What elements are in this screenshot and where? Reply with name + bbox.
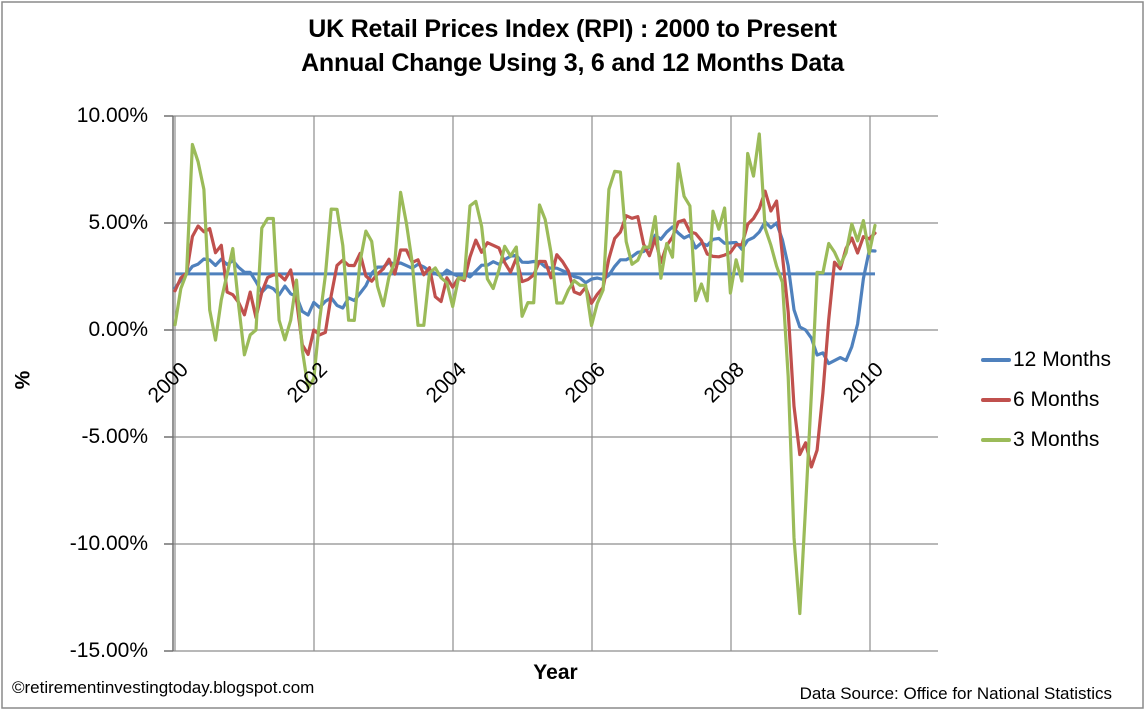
data-source-note: Data Source: Office for National Statist… <box>799 684 1112 703</box>
y-tick-label-neg5: -5.00% <box>81 425 148 448</box>
legend-item-3-months: 3 Months <box>981 426 1099 454</box>
series-line-12-months <box>173 220 877 366</box>
y-axis-title: % <box>11 370 35 390</box>
y-tick-label-5: 5.00% <box>88 211 148 234</box>
y-tick-label-neg10: -10.00% <box>69 532 148 555</box>
legend-item-6-months: 6 Months <box>981 386 1099 414</box>
legend-label-3-months: 3 Months <box>1013 428 1100 451</box>
legend-swatch-3-months <box>981 438 1011 442</box>
legend-swatch-6-months <box>981 398 1011 402</box>
y-tick-label-0: 0.00% <box>88 318 148 341</box>
chart-title-line2: Annual Change Using 3, 6 and 12 Months D… <box>301 49 844 77</box>
series-line-3-months <box>173 132 877 616</box>
legend-label-12-months: 12 Months <box>1013 348 1112 371</box>
x-axis-title: Year <box>533 661 578 684</box>
copyright-watermark: ©retirementinvestingtoday.blogspot.com <box>12 678 315 697</box>
chart-title-line1: UK Retail Prices Index (RPI) : 2000 to P… <box>308 15 837 43</box>
y-tick-label-neg15: -15.00% <box>69 639 148 662</box>
y-tick-label-10: 10.00% <box>76 104 148 127</box>
chart-title: UK Retail Prices Index (RPI) : 2000 to P… <box>0 12 1145 80</box>
legend-swatch-12-months <box>981 358 1011 362</box>
legend-item-12-months: 12 Months <box>981 346 1111 374</box>
series-line-6-months <box>173 189 877 469</box>
legend-label-6-months: 6 Months <box>1013 388 1100 411</box>
